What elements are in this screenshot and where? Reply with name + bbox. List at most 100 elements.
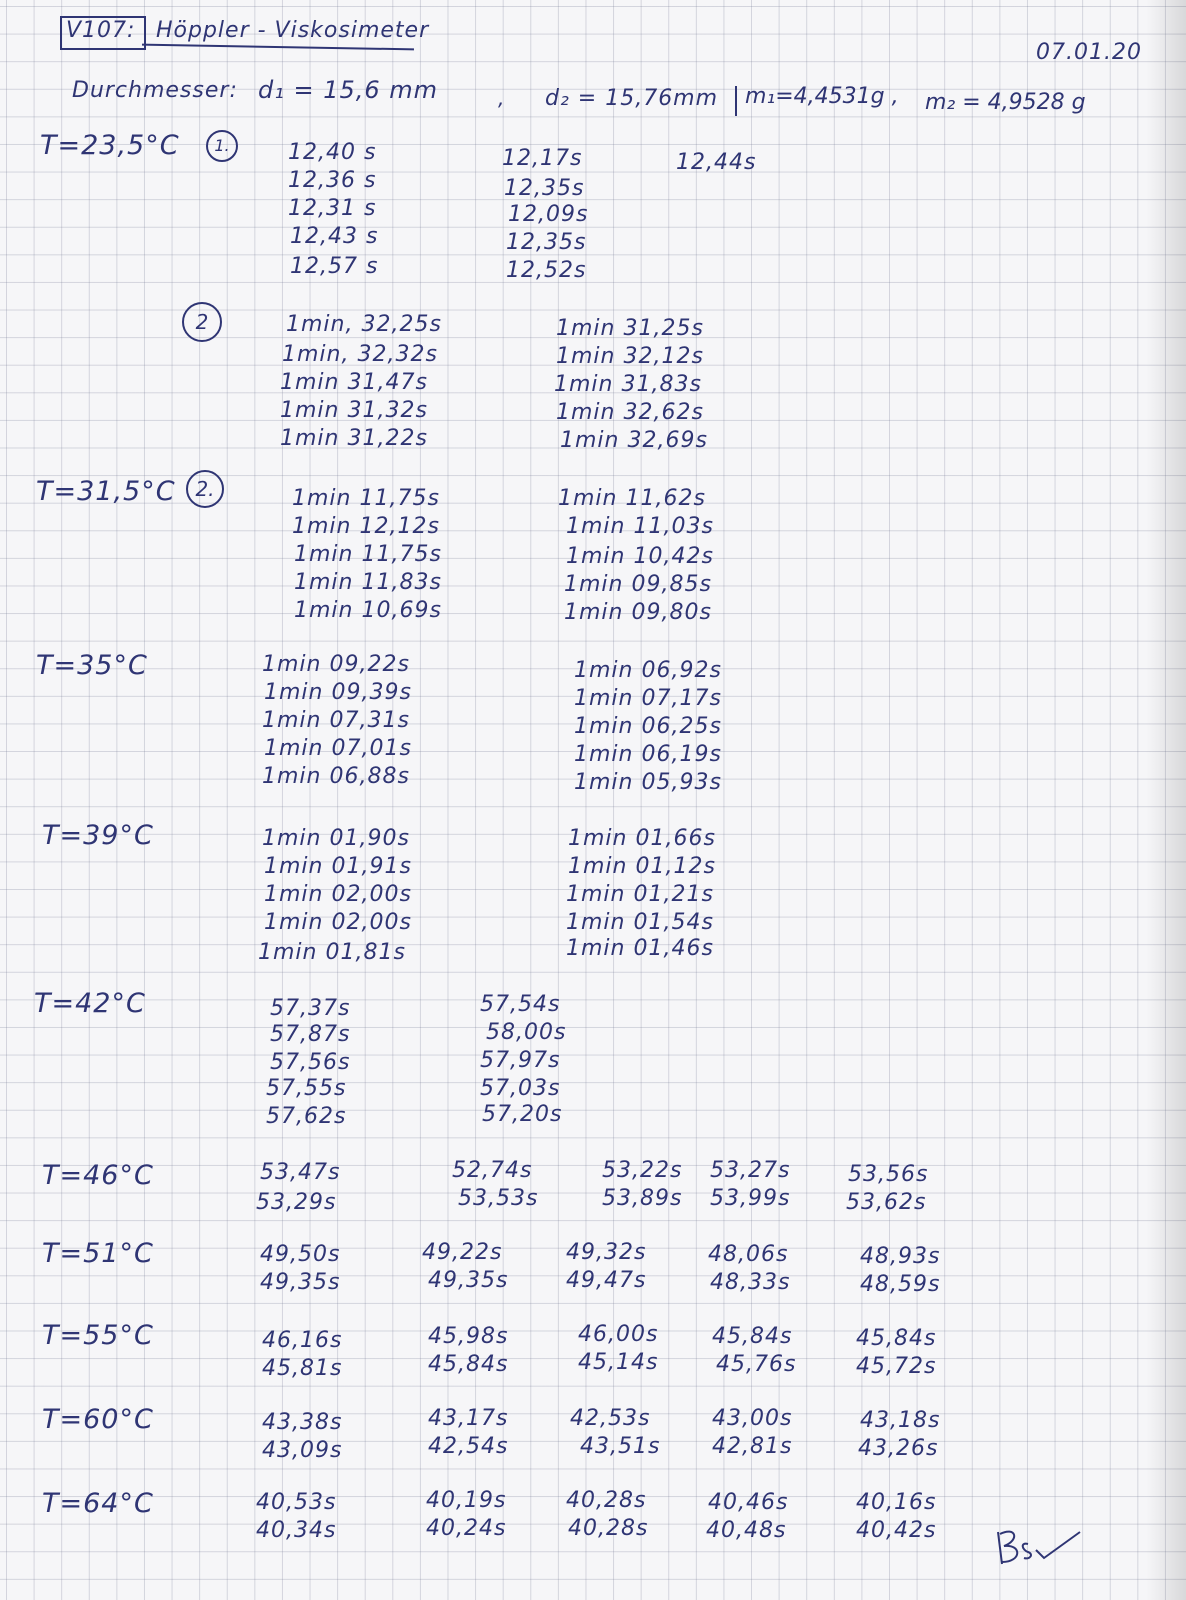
time-value: 40,28s xyxy=(566,1488,647,1513)
time-value: 1min 01,81s xyxy=(258,940,406,965)
temperature-label: T=35°C xyxy=(36,650,148,681)
ball-number-badge: 1. xyxy=(206,130,238,162)
time-value: 1min 07,31s xyxy=(262,708,410,733)
time-value: 12,43 s xyxy=(290,224,379,249)
time-value: 43,09s xyxy=(262,1438,343,1463)
time-value: 40,34s xyxy=(256,1518,337,1543)
time-value: 53,62s xyxy=(846,1190,927,1215)
time-value: 57,56s xyxy=(270,1050,351,1075)
time-value: 1min 01,91s xyxy=(264,854,412,879)
time-value: 1min 01,66s xyxy=(568,826,716,851)
time-value: 1min 02,00s xyxy=(264,882,412,907)
time-value: 48,06s xyxy=(708,1242,789,1267)
time-value: 12,09s xyxy=(508,202,589,227)
time-value: 1min 09,80s xyxy=(564,600,712,625)
time-value: 45,98s xyxy=(428,1324,509,1349)
time-value: 40,48s xyxy=(706,1518,787,1543)
time-value: 1min 31,32s xyxy=(280,398,428,423)
time-value: 1min 31,22s xyxy=(280,426,428,451)
temperature-label: T=39°C xyxy=(42,820,154,851)
time-value: 52,74s xyxy=(452,1158,533,1183)
time-value: 42,81s xyxy=(712,1434,793,1459)
time-value: 12,52s xyxy=(506,258,587,283)
time-value: 40,46s xyxy=(708,1490,789,1515)
diameter-d1: d₁ = 15,6 mm xyxy=(258,76,439,104)
diameter-separator: , xyxy=(498,86,506,110)
time-value: 53,53s xyxy=(458,1186,539,1211)
page-edge-shadow xyxy=(1146,0,1186,1600)
temperature-label: T=64°C xyxy=(42,1488,154,1519)
experiment-number: V107: xyxy=(66,18,136,43)
ball-number-badge: 2 xyxy=(182,302,222,342)
time-value: 57,20s xyxy=(482,1102,563,1127)
time-value: 58,00s xyxy=(486,1020,567,1045)
mass-m2: m₂ = 4,9528 g xyxy=(925,90,1086,115)
time-value: 1min 11,75s xyxy=(294,542,442,567)
time-value: 57,37s xyxy=(270,996,351,1021)
temperature-label: T=60°C xyxy=(42,1404,154,1435)
time-value: 49,32s xyxy=(566,1240,647,1265)
time-value: 1min 10,69s xyxy=(294,598,442,623)
time-value: 1min 07,17s xyxy=(574,686,722,711)
temperature-label: T=31,5°C xyxy=(36,476,176,507)
date: 07.01.20 xyxy=(1036,40,1142,65)
time-value: 43,38s xyxy=(262,1410,343,1435)
time-value: 48,93s xyxy=(860,1244,941,1269)
time-value: 53,22s xyxy=(602,1158,683,1183)
time-value: 43,51s xyxy=(580,1434,661,1459)
time-value: 1min 31,25s xyxy=(556,316,704,341)
time-value: 12,36 s xyxy=(288,168,377,193)
time-value: 12,31 s xyxy=(288,196,377,221)
time-value: 1min 32,12s xyxy=(556,344,704,369)
time-value: 57,87s xyxy=(270,1022,351,1047)
time-value: 40,28s xyxy=(568,1516,649,1541)
time-value: 1min 11,62s xyxy=(558,486,706,511)
time-value: 40,19s xyxy=(426,1488,507,1513)
time-value: 45,81s xyxy=(262,1356,343,1381)
time-value: 1min 01,21s xyxy=(566,882,714,907)
temperature-label: T=55°C xyxy=(42,1320,154,1351)
time-value: 1min 07,01s xyxy=(264,736,412,761)
time-value: 1min 32,62s xyxy=(556,400,704,425)
time-value: 1min 01,54s xyxy=(566,910,714,935)
time-value: 1min 06,88s xyxy=(262,764,410,789)
time-value: 12,35s xyxy=(504,176,585,201)
time-value: 49,22s xyxy=(422,1240,503,1265)
time-value: 43,18s xyxy=(860,1408,941,1433)
mass-m1: m₁=4,4531g , xyxy=(745,84,899,109)
time-value: 53,47s xyxy=(260,1160,341,1185)
time-value: 48,59s xyxy=(860,1272,941,1297)
time-value: 12,17s xyxy=(502,146,583,171)
time-value: 45,84s xyxy=(856,1326,937,1351)
time-value: 53,29s xyxy=(256,1190,337,1215)
time-value: 12,44s xyxy=(676,150,757,175)
time-value: 49,50s xyxy=(260,1242,341,1267)
time-value: 1min 05,93s xyxy=(574,770,722,795)
time-value: 45,14s xyxy=(578,1350,659,1375)
time-value: 1min 31,47s xyxy=(280,370,428,395)
time-value: 1min 32,69s xyxy=(560,428,708,453)
time-value: 49,35s xyxy=(260,1270,341,1295)
time-value: 1min 02,00s xyxy=(264,910,412,935)
time-value: 43,26s xyxy=(858,1436,939,1461)
time-value: 46,00s xyxy=(578,1322,659,1347)
time-value: 1min 11,03s xyxy=(566,514,714,539)
time-value: 49,35s xyxy=(428,1268,509,1293)
time-value: 1min 06,92s xyxy=(574,658,722,683)
time-value: 1min 01,46s xyxy=(566,936,714,961)
time-value: 1min 06,25s xyxy=(574,714,722,739)
time-value: 1min 01,90s xyxy=(262,826,410,851)
time-value: 43,17s xyxy=(428,1406,509,1431)
time-value: 53,27s xyxy=(710,1158,791,1183)
time-value: 1min, 32,25s xyxy=(286,312,442,337)
experiment-number-box xyxy=(60,16,146,50)
time-value: 42,54s xyxy=(428,1434,509,1459)
time-value: 45,84s xyxy=(428,1352,509,1377)
time-value: 1min 12,12s xyxy=(292,514,440,539)
experiment-title: Höppler - Viskosimeter xyxy=(156,18,430,43)
time-value: 45,72s xyxy=(856,1354,937,1379)
time-value: 1min 11,83s xyxy=(294,570,442,595)
temperature-label: T=23,5°C xyxy=(40,130,180,161)
time-value: 1min, 32,32s xyxy=(282,342,438,367)
